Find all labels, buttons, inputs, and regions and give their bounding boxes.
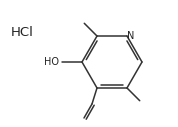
Text: HCl: HCl [11, 26, 33, 38]
Text: HO: HO [44, 57, 59, 67]
Text: N: N [127, 31, 134, 41]
